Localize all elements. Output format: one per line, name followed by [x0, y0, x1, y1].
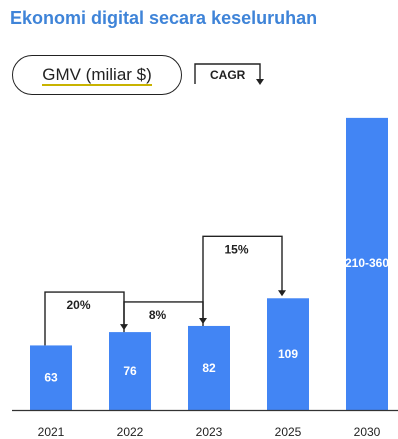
chart-title: Ekonomi digital secara keseluruhan	[10, 8, 318, 28]
x-tick-label-2022: 2022	[117, 425, 144, 439]
bar-value-label-2025: 109	[278, 347, 298, 361]
bar-value-label-2022: 76	[123, 364, 137, 378]
bar-2023	[188, 325, 230, 410]
bar-value-label-2021: 63	[44, 371, 58, 385]
cagr-legend-arrow-icon	[194, 63, 264, 85]
x-tick-label-2030: 2030	[354, 425, 381, 439]
cagr-arrowhead-2023-2025	[278, 290, 286, 297]
x-tick-label-2023: 2023	[196, 425, 223, 439]
bar-value-label-2030: 210-360	[345, 256, 389, 270]
cagr-legend: CAGR	[194, 62, 264, 85]
cagr-connector-2023-2025	[202, 235, 283, 326]
cagr-label-2023-2025: 15%	[224, 242, 248, 256]
gmv-legend-label: GMV (miliar $)	[42, 65, 152, 86]
x-tick-label-2021: 2021	[38, 425, 65, 439]
cagr-legend-label: CAGR	[210, 68, 246, 82]
gmv-legend-text: GMV (miliar $)	[42, 65, 152, 84]
bar-value-label-2023: 82	[202, 361, 216, 375]
gmv-legend-pill: GMV (miliar $)	[12, 55, 182, 95]
bar-2021	[30, 345, 72, 410]
x-tick-label-2025: 2025	[275, 425, 302, 439]
bar-2022	[109, 332, 151, 410]
gmv-underline	[42, 84, 152, 86]
bar-2030	[346, 117, 388, 410]
cagr-label-2022-2023: 8%	[149, 308, 167, 322]
cagr-label-2021-2022: 20%	[66, 298, 90, 312]
bar-2025	[267, 298, 309, 410]
